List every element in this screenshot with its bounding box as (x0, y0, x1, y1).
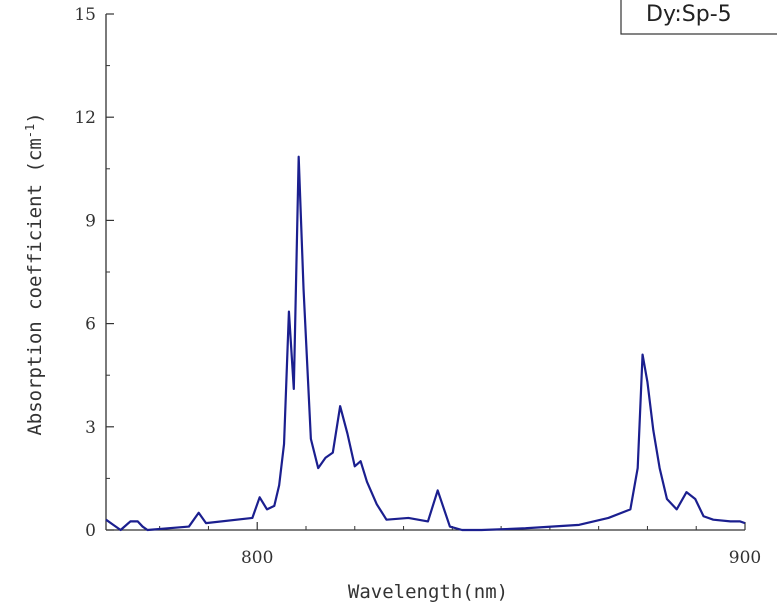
y-axis-title: Absorption coefficient (cm-1) (23, 112, 46, 435)
y-tick-label: 0 (85, 521, 96, 541)
y-tick-label: 12 (74, 108, 96, 128)
y-ticks: 0 3 6 9 12 15 (74, 5, 114, 541)
y-tick-label: 15 (74, 5, 96, 25)
x-ticks: 800 900 (159, 522, 761, 568)
legend-label: Dy:Sp-5 (646, 2, 732, 27)
x-axis-title: Wavelength(nm) (348, 581, 508, 603)
series-group (105, 155, 746, 532)
y-axis-title-superscript: -1 (23, 124, 37, 138)
series-line (105, 155, 746, 532)
y-axis-title-main: Absorption coefficient (cm (24, 138, 46, 435)
y-tick-label: 6 (85, 315, 96, 335)
x-tick-label: 900 (729, 548, 761, 568)
y-tick-label: 3 (85, 418, 96, 438)
y-tick-label: 9 (85, 211, 96, 231)
legend: Dy:Sp-5 (620, 0, 777, 35)
legend-frame (620, 0, 777, 35)
y-axis-title-end: ) (24, 112, 46, 123)
x-tick-label: 800 (241, 548, 273, 568)
